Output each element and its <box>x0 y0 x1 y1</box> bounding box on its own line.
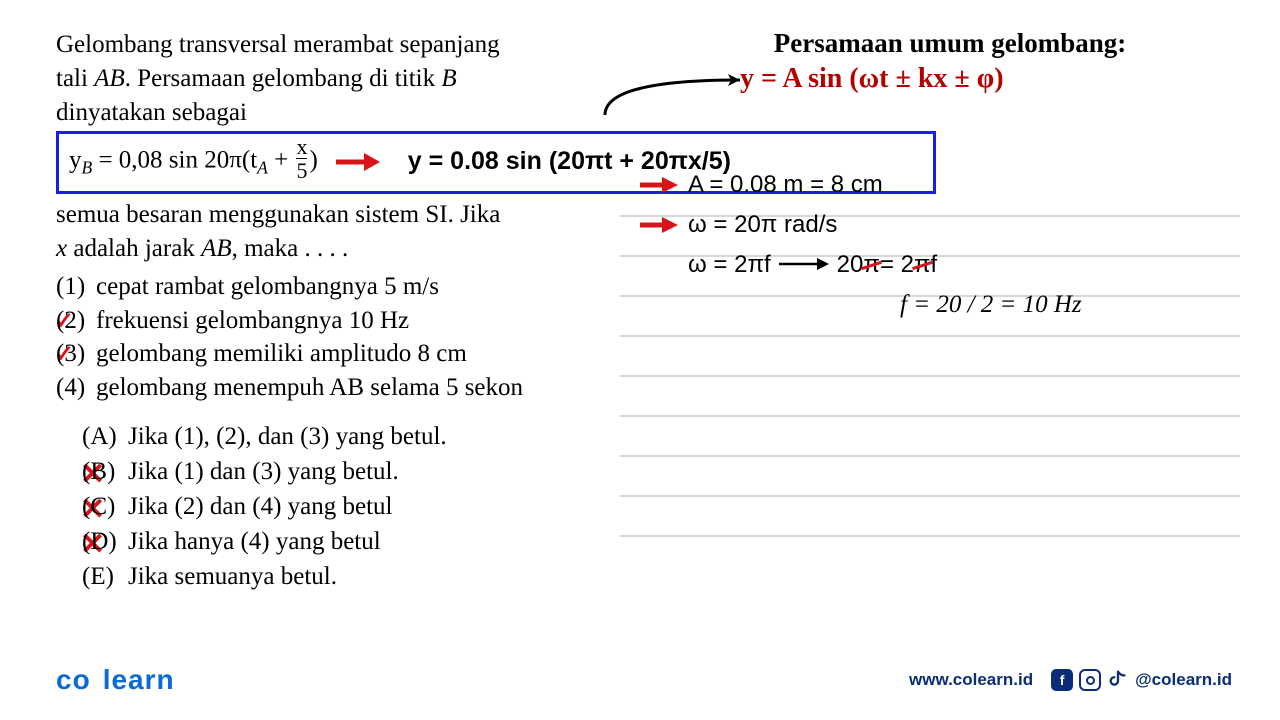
eq-sub-b: B <box>82 158 93 178</box>
work-line-2: ω = 20π rad/s <box>688 211 837 239</box>
working-area: A = 0.08 m = 8 cm ω = 20π rad/s ω = 2πf … <box>620 165 1240 525</box>
opt3-num: (3) <box>56 337 85 371</box>
logo-part1: co <box>56 664 91 695</box>
footer: colearn www.colearn.id f @colearn.id <box>0 664 1280 696</box>
red-arrow-icon <box>336 151 380 173</box>
logo-part2: learn <box>103 664 175 695</box>
problem-line5-post: adalah jarak <box>67 235 201 262</box>
ansD-text: Jika hanya (4) yang betul <box>128 528 381 555</box>
instagram-icon[interactable] <box>1079 669 1101 691</box>
eq-frac-num: x <box>296 136 307 158</box>
opt4-num: (4) <box>56 371 85 405</box>
ansC-label: (C) <box>82 489 115 524</box>
work-line-3-r2: f <box>931 251 938 279</box>
problem-line4: semua besaran menggunakan sistem SI. Jik… <box>56 201 500 228</box>
facebook-icon[interactable]: f <box>1051 669 1073 691</box>
footer-right: www.colearn.id f @colearn.id <box>909 669 1232 691</box>
problem-line5-x: x <box>56 235 67 262</box>
problem-line2-ab: AB <box>94 65 125 92</box>
opt1-num: (1) <box>56 270 85 304</box>
opt4-post: selama 5 sekon <box>364 374 523 401</box>
work-line-4: f = 20 / 2 = 10 Hz <box>900 291 1082 319</box>
work-line-3-mid: = 2 <box>880 251 914 279</box>
curved-arrow-to-general <box>600 70 750 120</box>
eq-close: ) <box>309 147 317 174</box>
red-arrow-icon <box>640 215 678 235</box>
tiktok-icon[interactable] <box>1107 669 1129 691</box>
work-line-3-left: ω = 2πf <box>688 251 771 279</box>
opt2-num: (2) <box>56 304 85 338</box>
problem-line2-pre: tali <box>56 65 94 92</box>
ansE-text: Jika semuanya betul. <box>128 563 337 590</box>
eq-frac-den: 5 <box>296 158 307 183</box>
ansD-label: (D) <box>82 524 117 559</box>
opt4-ab: AB <box>329 374 364 401</box>
problem-line5-end: , maka . . . . <box>232 235 349 262</box>
ansB-text: Jika (1) dan (3) yang betul. <box>128 458 399 485</box>
problem-line1: Gelombang transversal merambat sepanjang <box>56 31 500 58</box>
opt2-text: frekuensi gelombangnya 10 Hz <box>96 307 409 334</box>
ansC-text: Jika (2) dan (4) yang betul <box>128 493 393 520</box>
strike-pi-1: π <box>863 251 880 279</box>
general-heading: Persamaan umum gelombang: <box>660 28 1240 59</box>
ansA-text: Jika (1), (2), dan (3) yang betul. <box>128 423 447 450</box>
statement-options: (1)cepat rambat gelombangnya 5 m/s ✓(2)f… <box>56 270 586 405</box>
eq-y: y <box>69 147 82 174</box>
eq-plus: + <box>268 147 295 174</box>
brand-logo: colearn <box>56 664 175 696</box>
ansE-label: (E) <box>82 559 114 594</box>
answer-choices: (A)Jika (1), (2), dan (3) yang betul. ✕(… <box>82 419 586 594</box>
problem-line2-post: . Persamaan gelombang di titik <box>125 65 442 92</box>
ansB-label: (B) <box>82 454 115 489</box>
red-arrow-icon <box>640 175 678 195</box>
problem-line3: dinyatakan sebagai <box>56 99 247 126</box>
equation-original: yB = 0,08 sin 20π(tA + x5) <box>69 138 318 185</box>
ansA-label: (A) <box>82 419 117 454</box>
black-arrow-icon <box>779 251 829 279</box>
opt4-pre: gelombang menempuh <box>96 374 329 401</box>
work-line-1: A = 0.08 m = 8 cm <box>688 171 883 199</box>
opt1-text: cepat rambat gelombangnya 5 m/s <box>96 273 439 300</box>
problem-line5-ab: AB <box>201 235 232 262</box>
problem-column: Gelombang transversal merambat sepanjang… <box>56 28 586 594</box>
footer-url[interactable]: www.colearn.id <box>909 670 1033 690</box>
general-equation: y = A sin (ωt ± kx ± φ) <box>740 63 1240 95</box>
eq-ta-sub: A <box>257 158 268 178</box>
page: Gelombang transversal merambat sepanjang… <box>0 0 1280 720</box>
social-icons: f @colearn.id <box>1051 669 1232 691</box>
footer-handle[interactable]: @colearn.id <box>1135 670 1232 690</box>
work-line-3-r1: 20 <box>837 251 864 279</box>
strike-pi-2: π <box>914 251 931 279</box>
opt3-text: gelombang memiliki amplitudo 8 cm <box>96 340 467 367</box>
problem-line2-b: B <box>441 65 456 92</box>
eq-mid: = 0,08 sin 20π( <box>92 147 250 174</box>
